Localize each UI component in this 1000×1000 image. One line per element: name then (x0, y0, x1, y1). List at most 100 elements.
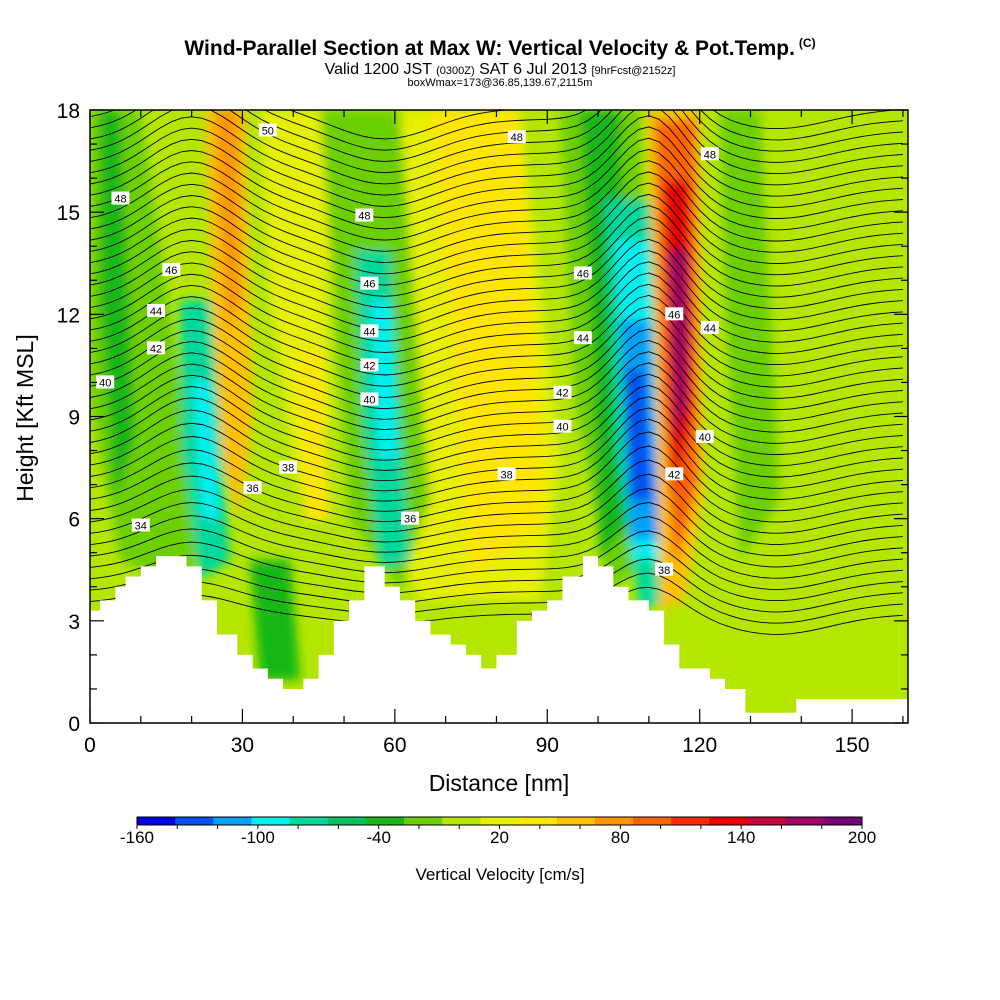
isentrope-label-text: 48 (358, 211, 370, 223)
isentrope-label-text: 42 (150, 343, 162, 355)
colorbar-label: 200 (848, 828, 876, 847)
isentrope-line (90, 586, 903, 635)
isentrope-label-box (553, 385, 572, 399)
valid-date: SAT 6 Jul 2013 (479, 61, 587, 78)
isentrope-line (90, 171, 903, 264)
isentrope-label-text: 46 (577, 268, 589, 280)
x-axis-title: Distance [nm] (429, 770, 570, 796)
x-tick-label: 90 (536, 734, 559, 757)
isentrope-label-box (553, 419, 572, 433)
colorbar-swatch (213, 817, 252, 825)
isentrope-label: 40 (96, 375, 115, 389)
isentrope-label: 42 (553, 385, 572, 400)
isentrope-line (90, 351, 903, 441)
terrain-mask (90, 556, 908, 723)
isentrope-line (90, 431, 903, 512)
x-tick-label: 30 (231, 734, 254, 757)
isentrope-label-text: 48 (704, 149, 716, 161)
field-updraft-3 (505, 300, 535, 470)
isentrope-label-box (655, 562, 674, 576)
isentrope-line (90, 110, 903, 185)
colorbar-swatch (251, 817, 291, 825)
field-downdraft-1-core (192, 380, 220, 520)
isentrope-label: 42 (360, 358, 379, 372)
isentrope-line (90, 250, 903, 342)
isentrope-label: 50 (258, 123, 277, 137)
forecast-info: [9hrFcst@2152z] (591, 65, 676, 77)
isentrope-line (90, 384, 903, 471)
x-tick-label: 150 (835, 734, 870, 757)
colorbar-label: 140 (727, 828, 755, 847)
isentrope-label-text: 36 (246, 483, 258, 495)
isentrope-label: 40 (553, 419, 572, 434)
colorbar-swatch (289, 817, 329, 825)
colorbar-swatch (709, 817, 749, 825)
isentrope-label-box (700, 147, 719, 161)
isentrope-label-text: 40 (99, 377, 111, 389)
x-tick-label: 60 (383, 734, 406, 757)
isentrope-label-box (355, 208, 374, 222)
isentrope-label-text: 40 (556, 422, 568, 434)
x-tick-label: 120 (682, 734, 717, 757)
valid-time: Valid 1200 JST (324, 61, 432, 78)
isentrope-line (90, 110, 903, 174)
isentrope-label-box (360, 358, 379, 372)
y-tick-label: 18 (57, 100, 80, 123)
isentrope-line (90, 445, 903, 523)
colorbar-swatch (518, 817, 558, 825)
isentrope-line (90, 362, 903, 451)
isentrope-label-box (111, 191, 130, 205)
colorbar-swatch (785, 817, 825, 825)
isentrope-label-text: 40 (363, 394, 375, 406)
isentrope-label: 46 (665, 307, 684, 321)
velocity-field (90, 110, 908, 723)
isentrope-label-box (665, 307, 684, 321)
isentrope-label-box (96, 375, 115, 389)
isentrope-label-box (162, 263, 181, 277)
isentrope-line (90, 558, 903, 613)
isentrope-label: 36 (401, 511, 420, 526)
isentrope-line (90, 418, 903, 502)
isentrope-label-box (360, 276, 379, 290)
colorbar-label: -160 (120, 828, 154, 847)
utc-time: (0300Z) (436, 65, 475, 77)
isentrope-label-text: 42 (556, 388, 568, 400)
chart-subtitle: Valid 1200 JST (0300Z) SAT 6 Jul 2013 [9… (0, 61, 1000, 79)
colorbar-label: 20 (490, 828, 509, 847)
isentrope-label-text: 40 (699, 432, 711, 444)
isentrope-line (90, 182, 903, 275)
colorbar-swatch (327, 817, 367, 825)
isentrope-line (90, 295, 903, 387)
isentrope-label: 46 (162, 263, 181, 277)
isentrope-label-text: 42 (668, 469, 680, 481)
colorbar-swatch (671, 817, 710, 825)
isentrope-lines (90, 110, 903, 635)
isentrope-label-text: 38 (500, 469, 512, 481)
colorbar-swatch (442, 817, 481, 825)
isentrope-line (90, 407, 903, 492)
isentrope-label: 38 (497, 467, 516, 481)
isentrope-label: 48 (111, 191, 130, 206)
y-tick-label: 9 (68, 407, 80, 430)
isentrope-label: 36 (243, 481, 262, 495)
isentrope-line (90, 516, 903, 579)
x-tick-label: 0 (84, 734, 96, 757)
isentrope-line (90, 110, 903, 196)
y-axis-title: Height [Kft MSL] (12, 334, 38, 501)
chart-title: Wind-Parallel Section at Max W: Vertical… (0, 36, 1000, 61)
isentrope-line (90, 502, 903, 568)
chart-title-text: Wind-Parallel Section at Max W: Vertical… (184, 37, 795, 60)
colorbar-swatch (175, 817, 214, 825)
isentrope-label-box (243, 481, 262, 495)
isentrope-line (90, 110, 903, 162)
isentrope-label-text: 44 (577, 333, 589, 345)
isentrope-label-box (573, 266, 592, 280)
isentrope-line (90, 272, 903, 365)
isentrope-line (90, 137, 903, 230)
isentrope-label-text: 44 (704, 323, 716, 335)
isentrope-line (90, 572, 903, 624)
isentrope-label-box (507, 130, 526, 144)
isentrope-label-text: 48 (511, 132, 523, 144)
